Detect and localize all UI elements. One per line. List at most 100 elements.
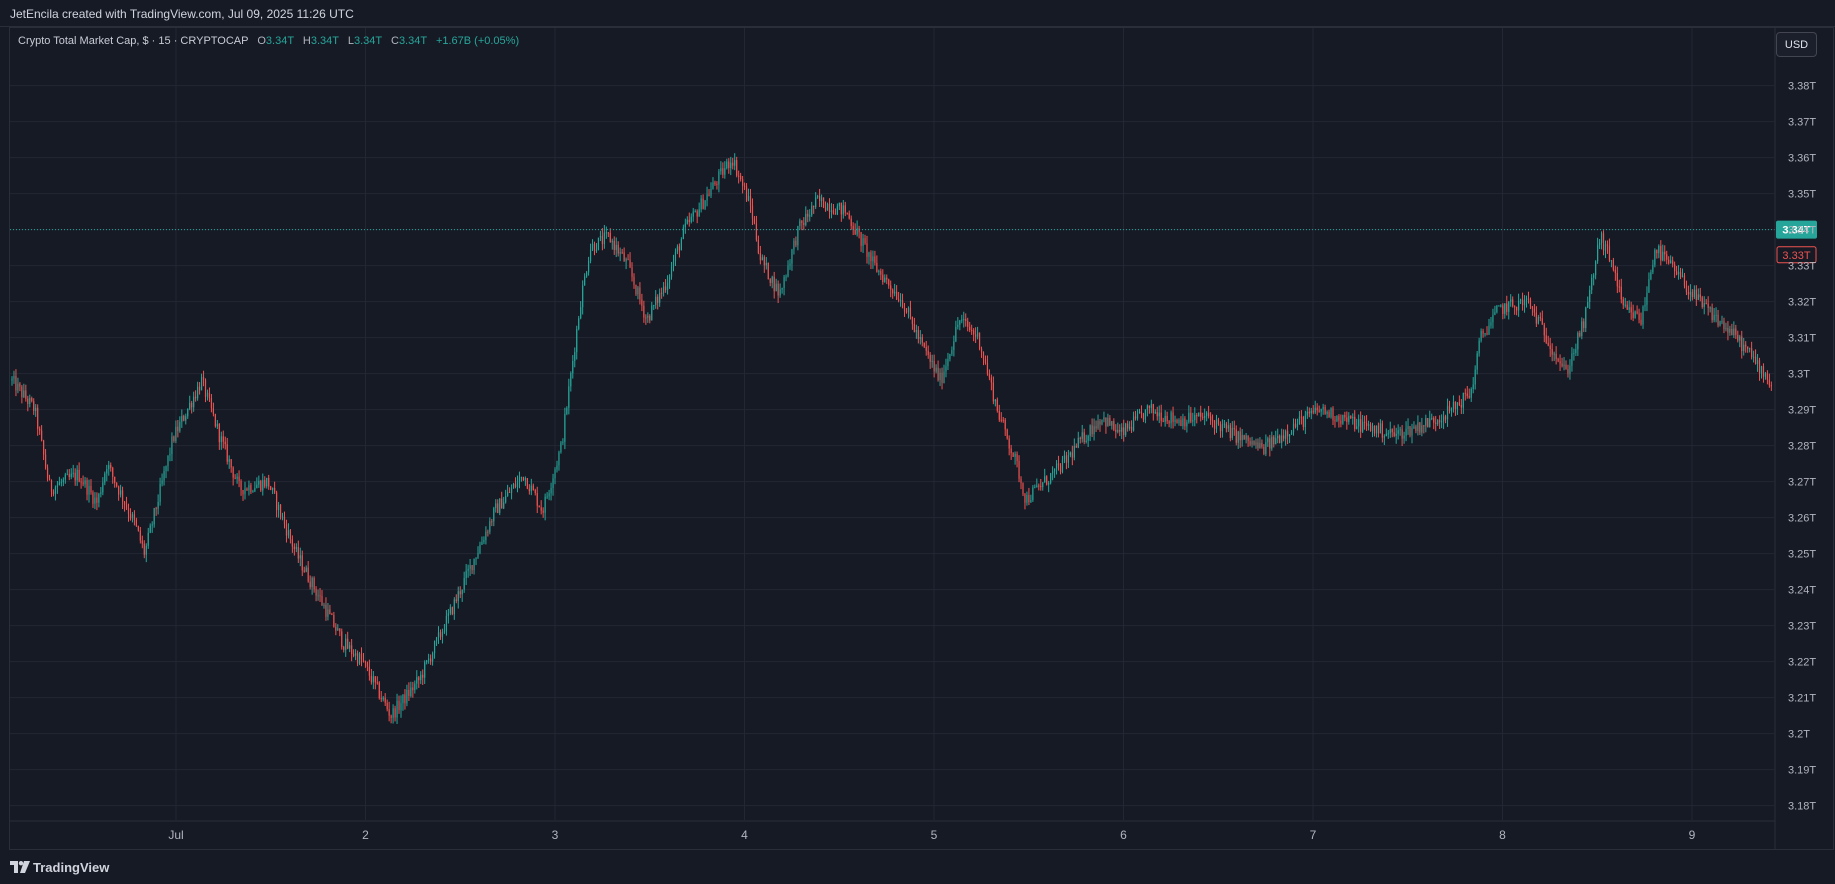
- candle-up: [730, 156, 732, 176]
- candle-up: [1729, 325, 1731, 336]
- candle-body: [212, 408, 215, 415]
- candle-down: [627, 254, 629, 261]
- candle-up: [915, 324, 917, 339]
- candle-body: [1032, 487, 1034, 501]
- candle-body: [1290, 432, 1293, 435]
- candle-down: [1535, 306, 1537, 328]
- candle-down: [285, 519, 288, 543]
- candle-down: [702, 194, 704, 210]
- candle-up: [149, 523, 151, 534]
- candle-body: [153, 508, 155, 525]
- candle-body: [489, 521, 491, 532]
- candle-down: [114, 476, 116, 488]
- candle-body: [1545, 335, 1547, 343]
- candle-up: [1367, 420, 1370, 431]
- candle-body: [1405, 428, 1407, 436]
- candle-body: [1571, 353, 1573, 366]
- candle-up: [457, 586, 459, 609]
- candle-down: [1393, 425, 1395, 438]
- candle-down: [1458, 395, 1460, 407]
- candle-up: [11, 376, 13, 386]
- candle-body: [1156, 412, 1158, 417]
- candle-up: [694, 209, 696, 213]
- candle-body: [1188, 412, 1190, 423]
- candle-body: [1618, 286, 1620, 288]
- candle-down: [629, 252, 631, 269]
- candle-down: [123, 500, 126, 512]
- candle-body: [376, 682, 378, 684]
- candle-body: [315, 589, 317, 596]
- candle-body: [100, 492, 102, 494]
- candle-up: [445, 610, 448, 636]
- candle-body: [428, 658, 430, 661]
- candle-body: [501, 498, 503, 509]
- candle-body: [313, 578, 315, 590]
- candle-body: [866, 243, 868, 257]
- candle-down: [1020, 476, 1022, 490]
- candle-up: [281, 512, 284, 521]
- candle-body: [475, 558, 477, 560]
- candle-body: [481, 542, 483, 545]
- candle-body: [1752, 356, 1755, 358]
- candle-up: [568, 378, 570, 415]
- candle-down: [260, 479, 262, 492]
- candle-body: [1581, 321, 1583, 337]
- candle-up: [797, 225, 799, 251]
- candle-body: [1150, 404, 1152, 409]
- candle-body: [118, 486, 120, 495]
- candle-up: [1052, 466, 1054, 481]
- y-tick-label: 3.19T: [1788, 765, 1816, 777]
- candle-body: [1640, 319, 1642, 325]
- candle-up: [524, 476, 526, 486]
- candle-body: [1565, 364, 1567, 370]
- candle-down: [1675, 265, 1678, 276]
- candle-body: [1008, 438, 1010, 449]
- candle-down: [1109, 415, 1111, 426]
- candle-up: [1429, 410, 1431, 428]
- candle-down: [607, 231, 609, 238]
- candle-body: [1717, 314, 1719, 326]
- symbol-title[interactable]: Crypto Total Market Cap, $ · 15 · CRYPTO…: [18, 35, 249, 47]
- candle-down: [408, 682, 410, 701]
- candle-body: [1448, 405, 1451, 412]
- candle-down: [1723, 317, 1725, 334]
- candle-up: [1484, 333, 1486, 337]
- candle-body: [915, 329, 917, 333]
- candle-body: [1662, 251, 1664, 261]
- candle-body: [980, 348, 983, 353]
- currency-button[interactable]: USD: [1776, 32, 1817, 57]
- candle-body: [1034, 487, 1036, 489]
- candle-down: [74, 468, 76, 486]
- candle-body: [975, 334, 977, 337]
- candle-body: [532, 485, 534, 491]
- candle-body: [1371, 425, 1374, 431]
- candle-down: [155, 506, 157, 516]
- y-tick-label: 3.18T: [1788, 801, 1816, 813]
- candle-body: [986, 362, 989, 374]
- candle-down: [1239, 427, 1241, 448]
- candle-up: [1265, 434, 1267, 457]
- candle-body: [686, 219, 688, 224]
- candle-body: [189, 402, 191, 409]
- candle-down: [1057, 455, 1060, 471]
- candle-down: [289, 528, 292, 544]
- candle-body: [1595, 261, 1597, 276]
- candle-body: [1144, 409, 1147, 420]
- y-tick-label: 3.33T: [1788, 261, 1816, 273]
- candle-up: [943, 364, 945, 384]
- candle-up: [775, 278, 777, 292]
- candle-body: [1705, 303, 1707, 305]
- candle-body: [430, 658, 432, 662]
- candle-body: [1030, 500, 1032, 503]
- candle-body: [503, 502, 505, 509]
- y-tick-label: 3.3T: [1788, 369, 1810, 381]
- candle-down: [870, 250, 872, 270]
- candle-down: [1018, 455, 1020, 483]
- candle-down: [643, 300, 645, 323]
- candle-up: [599, 230, 602, 242]
- candle-up: [396, 693, 398, 724]
- candle-body: [1160, 412, 1162, 421]
- candle-up: [477, 546, 479, 559]
- candle-down: [1233, 420, 1235, 436]
